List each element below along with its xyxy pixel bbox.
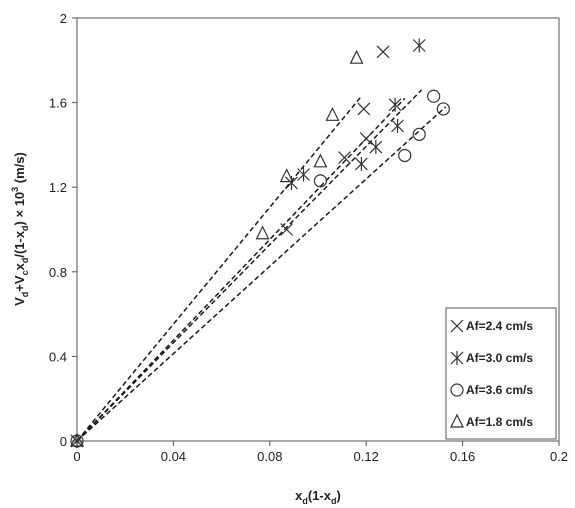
x-tick-label: 0.08 bbox=[257, 449, 282, 464]
trendline bbox=[76, 97, 406, 442]
data-point-asterisk bbox=[412, 38, 426, 53]
x-tick-label: 0.04 bbox=[161, 449, 186, 464]
data-point-asterisk bbox=[354, 156, 368, 171]
legend-marker-asterisk bbox=[450, 351, 464, 365]
y-tick-label: 0.8 bbox=[49, 265, 67, 280]
legend-label: Af=1.8 cm/s bbox=[466, 415, 533, 429]
data-point-x bbox=[338, 151, 351, 165]
legend-marker-x bbox=[450, 319, 464, 333]
y-tick-label: 0.4 bbox=[49, 349, 67, 364]
legend-label: Af=3.0 cm/s bbox=[466, 351, 533, 365]
trendline bbox=[76, 89, 423, 442]
data-point-circle bbox=[436, 102, 450, 116]
legend: Af=2.4 cm/s Af=3.0 cm/s Af=3.6 cm/s Af=1.8 … bbox=[445, 307, 557, 440]
trendlines bbox=[76, 89, 447, 442]
data-point-triangle bbox=[325, 106, 340, 121]
data-point-asterisk bbox=[297, 167, 310, 182]
y-tick-label: 2 bbox=[60, 11, 67, 26]
trendline bbox=[76, 95, 362, 442]
y-axis-title: Vd+Vcxd/(1-xd) × 103 (m/s) bbox=[10, 152, 30, 306]
x-tick-label: 0.16 bbox=[450, 449, 475, 464]
x-tick-label: 0.12 bbox=[354, 449, 379, 464]
x-axis-title: xd(1-xd) bbox=[295, 488, 341, 506]
data-point-triangle bbox=[313, 153, 328, 168]
data-point-x bbox=[280, 223, 294, 236]
y-tick-label: 1.6 bbox=[49, 96, 67, 111]
legend-marker-triangle bbox=[450, 413, 464, 428]
y-tick-label: 1.2 bbox=[49, 180, 67, 195]
legend-label: Af=3.6 cm/s bbox=[466, 383, 533, 397]
legend-box bbox=[445, 307, 557, 440]
data-point-circle bbox=[313, 174, 328, 188]
data-point-circle bbox=[412, 127, 426, 141]
x-tick-label: 0.2 bbox=[550, 449, 568, 464]
trendline bbox=[76, 106, 447, 442]
y-tick-label: 0 bbox=[60, 434, 67, 449]
data-point-asterisk bbox=[391, 118, 404, 133]
data-point-circle bbox=[398, 148, 412, 163]
data-point-asterisk bbox=[369, 140, 383, 155]
legend-label: Af=2.4 cm/s bbox=[466, 319, 533, 333]
data-point-x bbox=[357, 102, 371, 116]
data-point-triangle bbox=[279, 168, 294, 183]
data-point-x bbox=[376, 45, 390, 59]
data-points bbox=[70, 38, 450, 448]
data-point-x bbox=[359, 132, 373, 145]
data-point-triangle bbox=[349, 49, 364, 64]
x-tick-label: 0 bbox=[73, 449, 80, 464]
data-point-asterisk bbox=[388, 97, 402, 112]
data-point-circle bbox=[427, 89, 441, 103]
data-point-triangle bbox=[70, 432, 84, 447]
data-point-triangle bbox=[255, 225, 270, 240]
legend-marker-circle bbox=[450, 383, 464, 397]
